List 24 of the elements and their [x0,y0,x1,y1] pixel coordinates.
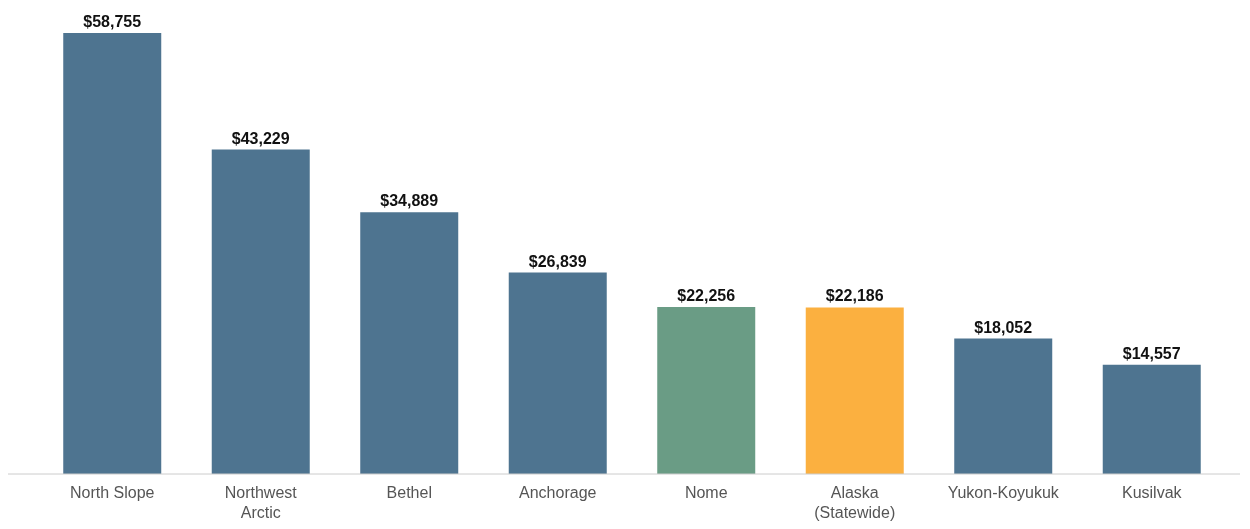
x-tick-label: Northwest Arctic [224,484,298,521]
x-tick-label: Nome [684,484,728,501]
data-label: $43,229 [231,129,290,147]
x-tick-label: Anchorage [519,484,597,501]
bar [360,212,459,474]
data-label: $34,889 [380,192,439,210]
bar [63,33,162,474]
x-tick-label: Kusilvak [1121,484,1183,501]
data-label: $26,839 [528,252,587,270]
data-label: $14,557 [1122,344,1181,362]
bar [508,272,607,474]
bar [954,338,1053,474]
bar [211,149,310,474]
data-label: $58,755 [83,13,142,30]
bar [805,307,904,474]
data-label: $22,256 [677,286,736,304]
data-label: $22,186 [825,287,884,305]
x-tick-label: Alaska (Statewide) [814,484,896,521]
bar [657,306,756,474]
bar [1102,364,1201,474]
x-tick-label: Yukon-Koyukuk [947,484,1060,501]
x-tick-label: Bethel [386,484,432,501]
x-tick-label: North Slope [70,484,155,501]
data-label: $18,052 [974,318,1033,336]
